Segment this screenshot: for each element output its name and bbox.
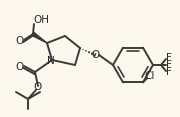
Text: O: O (16, 36, 24, 46)
Text: O: O (33, 82, 41, 92)
Text: F: F (166, 60, 172, 70)
Text: O: O (92, 50, 100, 60)
Text: Cl: Cl (145, 71, 155, 81)
Text: F: F (166, 53, 172, 63)
Text: O: O (16, 62, 24, 72)
Polygon shape (32, 33, 47, 43)
Text: OH: OH (33, 15, 49, 25)
Text: F: F (166, 67, 172, 77)
Text: N: N (47, 56, 55, 66)
